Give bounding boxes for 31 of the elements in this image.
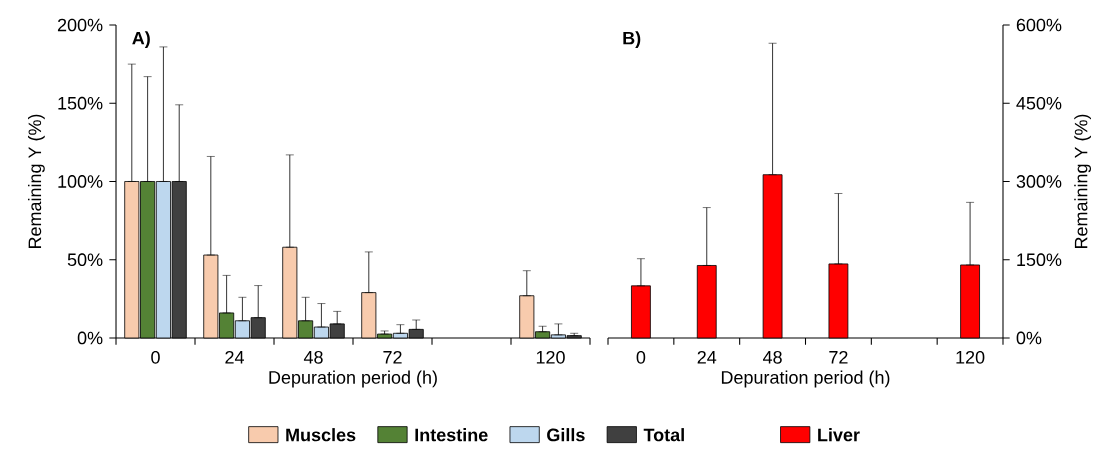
x-tick-label: 24 [225,350,244,364]
y-tick-label: 100% [58,175,103,188]
annotation: B) [623,31,641,49]
legend-label: Total [643,428,684,442]
x-tick-label: 72 [829,350,848,364]
y-axis-title: Remaining Y (%) [1074,114,1092,249]
x-tick-label: 48 [303,350,323,364]
x-axis-title: Depuration period (h) [721,370,890,388]
y-tick-label: 450% [1016,96,1062,110]
y-tick-label: 150% [58,96,103,110]
x-tick-label: 24 [697,350,717,364]
annotation: A) [132,31,150,49]
y-tick-label: 200% [57,18,103,32]
x-axis-title: Depuration period (h) [269,370,437,388]
x-tick-label: 0 [636,350,646,364]
y-tick-label: 0% [77,331,103,345]
x-tick-label: 48 [762,350,782,364]
y-tick-label: 300% [1016,175,1062,188]
x-tick-label: 0 [151,350,160,364]
y-tick-label: 150% [1017,253,1062,267]
y-tick-label: 600% [1016,18,1062,32]
legend-label: Gills [547,428,585,442]
y-tick-label: 0% [1016,331,1042,345]
legend-label: Liver [818,428,860,442]
x-tick-label: 72 [383,350,402,364]
legend-label: Intestine [415,428,488,442]
x-tick-label: 120 [536,350,565,364]
legend-label: Muscles [286,428,356,442]
y-axis-title: Remaining Y (%) [28,114,45,249]
x-tick-label: 120 [956,350,985,364]
y-tick-label: 50% [67,253,103,267]
